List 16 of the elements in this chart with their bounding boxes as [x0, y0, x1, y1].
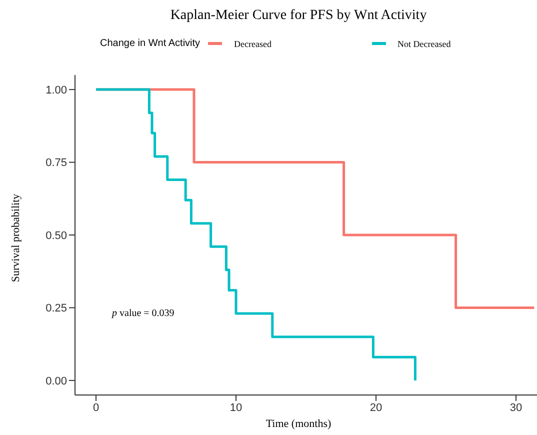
y-tick-label: 0.50: [46, 230, 67, 242]
legend-label: Not Decreased: [398, 38, 451, 48]
x-tick-label: 30: [510, 402, 522, 414]
y-tick-label: 0.00: [46, 375, 67, 388]
x-tick-label: 10: [230, 402, 242, 414]
y-tick-label: 0.75: [46, 157, 67, 170]
chart-title: Kaplan-Meier Curve for PFS by Wnt Activity: [169, 8, 428, 24]
x-tick-label: 20: [370, 402, 382, 414]
legend-label: Decreased: [234, 38, 272, 48]
y-axis-title: Survival probability: [10, 194, 22, 282]
y-tick-label: 0.25: [46, 302, 67, 315]
x-axis-title: Time (months): [264, 418, 332, 430]
legend-title: Change in Wnt Activity: [100, 38, 200, 49]
annotation: p value = 0.039: [112, 308, 174, 319]
y-tick-label: 1.00: [46, 84, 67, 96]
x-tick-label: 0: [92, 402, 100, 414]
